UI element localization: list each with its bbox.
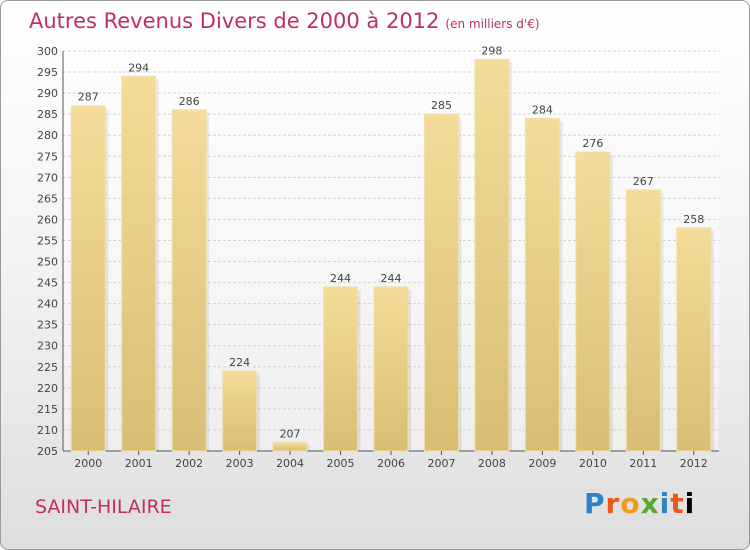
proxiti-logo: Proxiti: [584, 487, 695, 520]
bar: [474, 58, 510, 452]
data-label: 244: [381, 272, 402, 285]
x-tick-label: 2011: [629, 457, 657, 470]
y-tick-label: 285: [37, 108, 58, 121]
data-label: 258: [683, 213, 704, 226]
y-tick-label: 215: [37, 403, 58, 416]
x-tick-label: 2012: [680, 457, 708, 470]
y-tick-label: 205: [37, 445, 58, 458]
chart-unit: (en milliers d'€): [445, 17, 540, 31]
logo-letter: x: [640, 487, 660, 520]
data-label: 294: [128, 61, 149, 74]
bar: [625, 189, 661, 452]
x-tick-label: 2000: [74, 457, 102, 470]
x-tick-label: 2010: [579, 457, 607, 470]
x-tick-label: 2001: [125, 457, 153, 470]
data-label: 284: [532, 103, 553, 116]
data-label: 267: [633, 175, 654, 188]
data-label: 286: [179, 95, 200, 108]
y-tick-label: 210: [37, 424, 58, 437]
y-tick-label: 230: [37, 340, 58, 353]
x-tick-label: 2006: [377, 457, 405, 470]
logo-letter: P: [584, 487, 606, 520]
data-label: 287: [78, 91, 99, 104]
y-tick-label: 295: [37, 66, 58, 79]
y-tick-label: 300: [37, 45, 58, 58]
x-tick-label: 2003: [226, 457, 254, 470]
y-tick-label: 260: [37, 213, 58, 226]
bar: [373, 286, 409, 452]
logo-letter: o: [620, 487, 641, 520]
logo-letter: t: [670, 487, 685, 520]
x-tick-label: 2004: [276, 457, 304, 470]
data-label: 298: [481, 44, 502, 57]
y-tick-label: 280: [37, 129, 58, 142]
data-label: 285: [431, 99, 452, 112]
data-label: 224: [229, 356, 250, 369]
place-name: SAINT-HILAIRE: [35, 496, 172, 518]
x-tick-label: 2008: [478, 457, 506, 470]
bar: [70, 105, 106, 452]
data-label: 207: [280, 428, 301, 441]
y-tick-label: 245: [37, 277, 58, 290]
bar: [272, 442, 308, 452]
y-tick-label: 235: [37, 319, 58, 332]
data-label: 276: [582, 137, 603, 150]
y-tick-label: 220: [37, 382, 58, 395]
y-tick-label: 250: [37, 256, 58, 269]
logo-letter: i: [659, 487, 671, 520]
logo-letter: i: [684, 487, 696, 520]
y-tick-label: 275: [37, 150, 58, 163]
chart-title: Autres Revenus Divers de 2000 à 2012 (en …: [29, 9, 540, 33]
bar: [676, 227, 712, 452]
bar: [222, 370, 258, 452]
y-tick-label: 225: [37, 361, 58, 374]
x-tick-label: 2002: [175, 457, 203, 470]
x-tick-label: 2009: [528, 457, 556, 470]
x-tick-label: 2005: [327, 457, 355, 470]
y-tick-label: 290: [37, 87, 58, 100]
y-tick-label: 270: [37, 171, 58, 184]
bar: [121, 75, 157, 452]
x-tick-label: 2007: [427, 457, 455, 470]
bar: [171, 109, 207, 452]
bar: [423, 113, 459, 452]
data-label: 244: [330, 272, 351, 285]
bar: [524, 117, 560, 452]
chart-title-text: Autres Revenus Divers de 2000 à 2012: [29, 9, 440, 33]
bar: [323, 286, 359, 452]
y-tick-label: 240: [37, 298, 58, 311]
y-tick-label: 265: [37, 192, 58, 205]
logo-letter: r: [605, 487, 621, 520]
y-tick-label: 255: [37, 234, 58, 247]
bar: [575, 151, 611, 452]
